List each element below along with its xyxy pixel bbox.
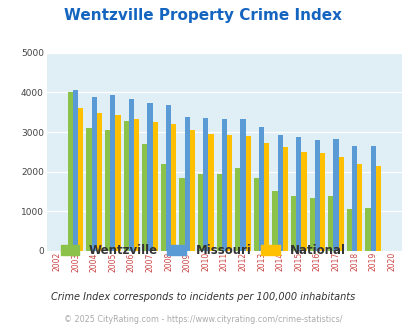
- Bar: [333, 139, 338, 251]
- Bar: [123, 121, 128, 251]
- Bar: [245, 136, 250, 251]
- Bar: [272, 191, 277, 251]
- Bar: [104, 130, 110, 251]
- Bar: [197, 174, 202, 251]
- Bar: [208, 134, 213, 251]
- Bar: [171, 124, 176, 251]
- Bar: [68, 92, 73, 251]
- Bar: [189, 130, 194, 251]
- Bar: [226, 135, 232, 251]
- Bar: [240, 119, 245, 251]
- Bar: [234, 168, 240, 251]
- Bar: [147, 103, 152, 251]
- Bar: [258, 127, 264, 251]
- Bar: [375, 166, 380, 251]
- Bar: [314, 140, 319, 251]
- Bar: [346, 209, 351, 251]
- Bar: [301, 152, 306, 251]
- Text: Wentzville Property Crime Index: Wentzville Property Crime Index: [64, 8, 341, 23]
- Bar: [78, 108, 83, 251]
- Bar: [338, 157, 343, 251]
- Bar: [160, 164, 166, 251]
- Bar: [356, 164, 361, 251]
- Bar: [221, 119, 226, 251]
- Bar: [319, 153, 324, 251]
- Bar: [166, 105, 171, 251]
- Bar: [295, 137, 301, 251]
- Bar: [115, 115, 120, 251]
- Bar: [142, 144, 147, 251]
- Bar: [290, 196, 295, 251]
- Bar: [370, 146, 375, 251]
- Bar: [91, 97, 96, 251]
- Bar: [264, 143, 269, 251]
- Bar: [364, 208, 370, 251]
- Bar: [202, 118, 208, 251]
- Bar: [184, 117, 189, 251]
- Bar: [96, 113, 102, 251]
- Bar: [73, 90, 78, 251]
- Legend: Wentzville, Missouri, National: Wentzville, Missouri, National: [58, 242, 347, 260]
- Bar: [253, 178, 258, 251]
- Bar: [216, 174, 221, 251]
- Bar: [327, 196, 333, 251]
- Bar: [179, 178, 184, 251]
- Text: Crime Index corresponds to incidents per 100,000 inhabitants: Crime Index corresponds to incidents per…: [51, 292, 354, 302]
- Text: © 2025 CityRating.com - https://www.cityrating.com/crime-statistics/: © 2025 CityRating.com - https://www.city…: [64, 315, 341, 324]
- Bar: [351, 146, 356, 251]
- Bar: [309, 198, 314, 251]
- Bar: [110, 95, 115, 251]
- Bar: [128, 99, 134, 251]
- Bar: [277, 135, 282, 251]
- Bar: [134, 119, 139, 251]
- Bar: [152, 122, 157, 251]
- Bar: [86, 128, 91, 251]
- Bar: [282, 147, 287, 251]
